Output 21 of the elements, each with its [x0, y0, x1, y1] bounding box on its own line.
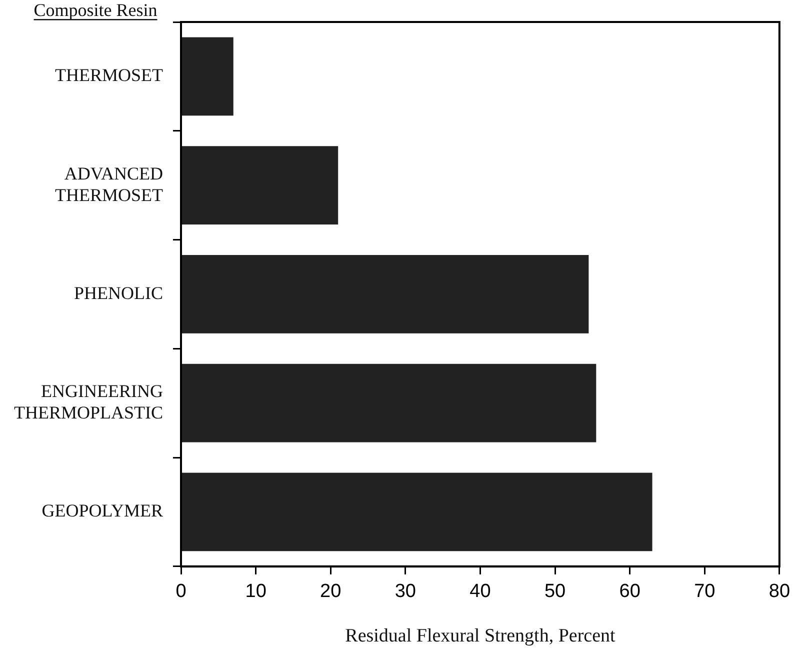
x-tick-label: 0: [176, 581, 186, 602]
bar: [182, 472, 652, 552]
y-tick-label: ENGINEERING THERMOPLASTIC: [14, 381, 164, 423]
x-tick-label: 50: [544, 581, 566, 602]
bar: [182, 146, 338, 225]
x-axis-title: Residual Flexural Strength, Percent: [345, 626, 616, 647]
y-axis-title: Composite Resin: [34, 0, 158, 20]
x-tick-label: 70: [694, 581, 716, 602]
y-tick-label: GEOPOLYMER: [42, 500, 164, 521]
x-tick-label: 40: [470, 581, 491, 602]
x-tick-label: 10: [245, 581, 266, 602]
x-tick-label: 30: [394, 581, 416, 602]
y-tick-label: ADVANCED THERMOSET: [55, 163, 164, 205]
bar: [182, 255, 589, 334]
x-tick-label: 80: [768, 581, 790, 602]
x-tick-label: 60: [619, 581, 640, 602]
y-tick-label: PHENOLIC: [74, 282, 164, 303]
y-tick-label: THERMOSET: [55, 65, 164, 86]
x-tick-label: 20: [320, 581, 342, 602]
bar: [182, 364, 596, 442]
bar: [182, 37, 234, 116]
